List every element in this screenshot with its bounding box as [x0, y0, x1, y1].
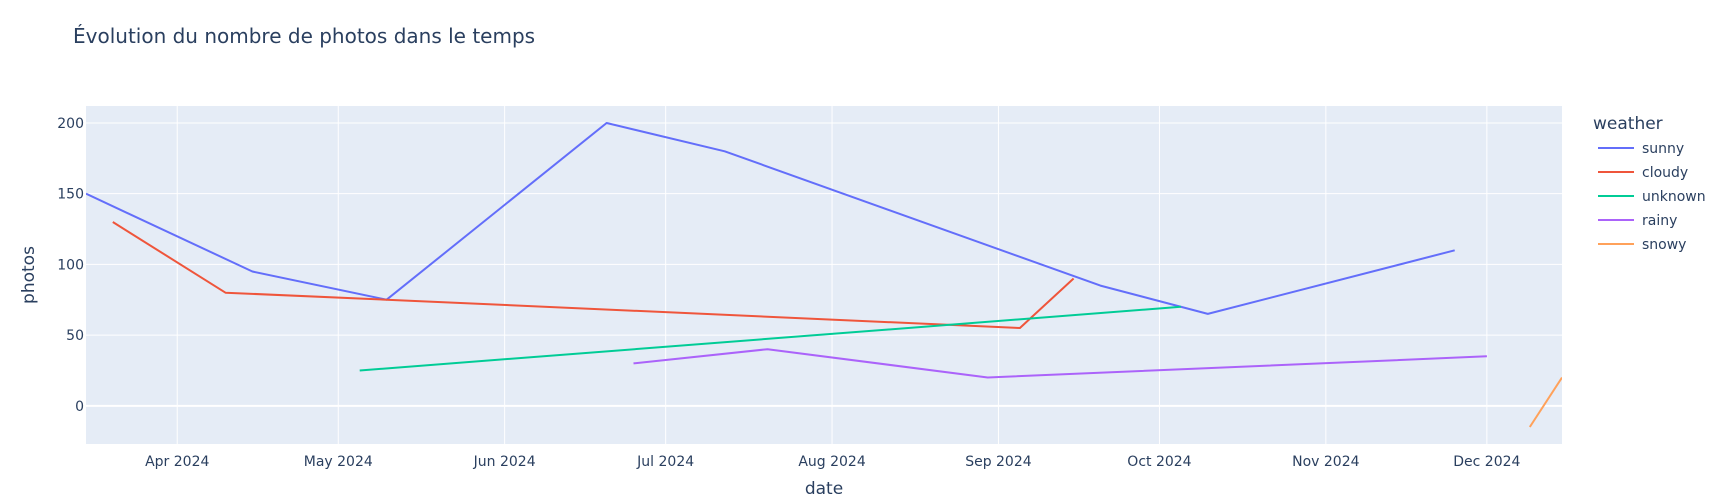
x-gridlines	[176, 106, 1488, 444]
legend-label: cloudy	[1642, 165, 1688, 181]
legend-label: sunny	[1642, 141, 1684, 157]
y-gridlines	[86, 122, 1562, 407]
series-line-rainy[interactable]	[633, 348, 1487, 379]
y-tick-label: 0	[75, 399, 84, 415]
y-axis-title: photos	[19, 246, 39, 304]
chart-title: Évolution du nombre de photos dans le te…	[73, 24, 535, 48]
x-tick-labels: Apr 2024 May 2024 Jun 2024 Jul 2024 Aug 2024…	[145, 454, 1520, 470]
series-line-snowy[interactable]	[1528, 376, 1562, 428]
legend[interactable]: weather sunny cloudy unknown rainy snowy	[1593, 114, 1706, 253]
y-tick-label: 150	[57, 187, 84, 203]
series-lines	[86, 122, 1562, 428]
y-tick-label: 200	[57, 116, 84, 132]
x-tick-label: May 2024	[304, 454, 373, 470]
legend-label: rainy	[1642, 213, 1677, 229]
y-tick-labels: 0 50 100 150 200	[57, 116, 84, 415]
x-tick-label: Oct 2024	[1127, 454, 1191, 470]
legend-item-sunny[interactable]: sunny	[1598, 141, 1684, 157]
plot-area	[86, 106, 1562, 444]
x-axis-title: date	[805, 479, 843, 499]
x-tick-label: Jun 2024	[473, 454, 536, 470]
legend-item-snowy[interactable]: snowy	[1598, 237, 1686, 253]
legend-title: weather	[1593, 114, 1663, 134]
x-tick-label: Jul 2024	[636, 454, 694, 470]
x-tick-label: Apr 2024	[145, 454, 209, 470]
x-tick-label: Nov 2024	[1292, 454, 1359, 470]
series-line-sunny[interactable]	[86, 122, 1455, 315]
x-tick-label: Dec 2024	[1453, 454, 1520, 470]
x-tick-label: Sep 2024	[965, 454, 1032, 470]
y-tick-label: 50	[66, 328, 84, 344]
x-tick-label: Aug 2024	[798, 454, 866, 470]
legend-item-unknown[interactable]: unknown	[1598, 189, 1706, 205]
series-line-unknown[interactable]	[359, 305, 1181, 372]
series-line-cloudy[interactable]	[112, 221, 1075, 329]
legend-item-cloudy[interactable]: cloudy	[1598, 165, 1688, 181]
legend-label: unknown	[1642, 189, 1706, 205]
legend-item-rainy[interactable]: rainy	[1598, 213, 1677, 229]
y-tick-label: 100	[57, 257, 84, 273]
legend-label: snowy	[1642, 237, 1686, 253]
